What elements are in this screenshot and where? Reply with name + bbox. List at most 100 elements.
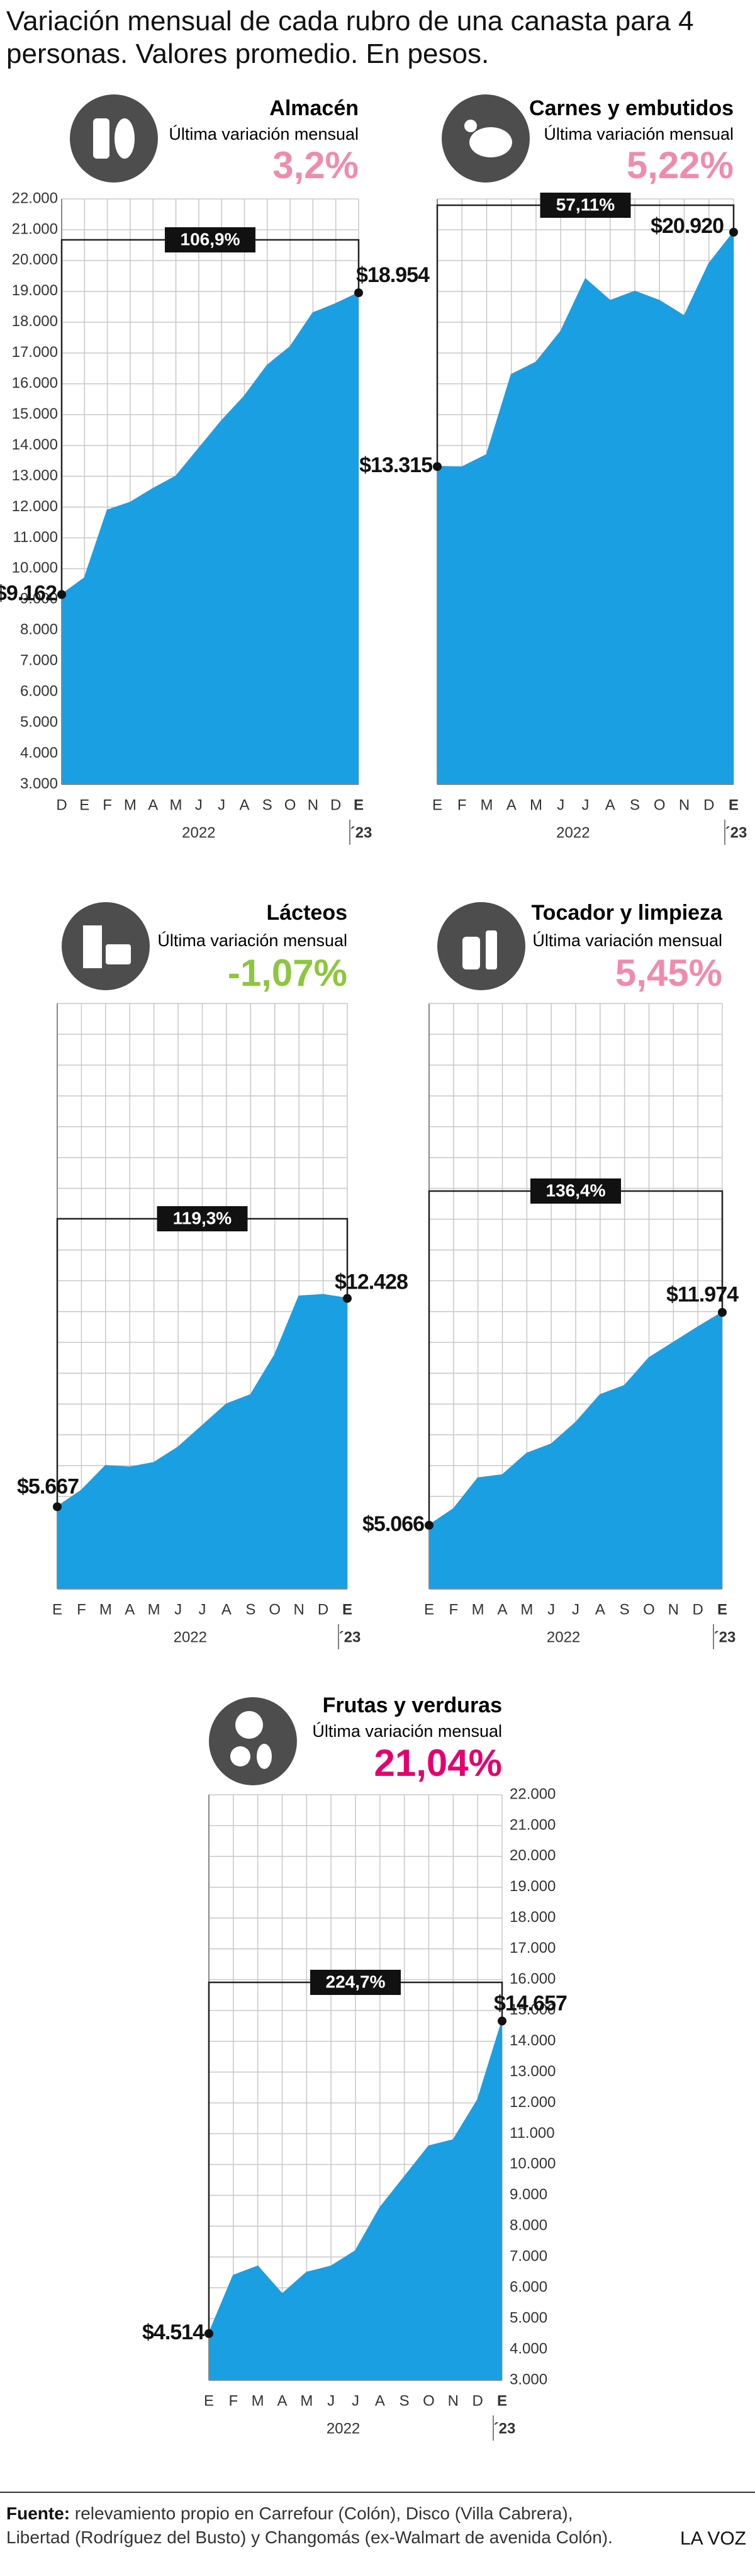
year-label: ´23	[494, 2420, 516, 2437]
x-tick-label: N	[668, 1601, 679, 1618]
year-label: 2022	[327, 2420, 360, 2437]
x-tick-label: J	[547, 1601, 555, 1618]
x-tick-label: J	[352, 2392, 359, 2409]
icon-glyph	[235, 1711, 263, 1739]
point	[354, 288, 363, 298]
icon-almacen	[70, 94, 158, 183]
chart-panel: Frutas y verduras Última variación mensua…	[142, 1693, 568, 2441]
y-tick-label: 15.000	[12, 405, 58, 422]
point	[343, 1294, 352, 1303]
x-tick-label: O	[284, 796, 296, 813]
x-tick-label: J	[572, 1601, 579, 1618]
x-tick-label: N	[293, 1601, 304, 1618]
highlight: 5,45%	[615, 952, 722, 994]
x-tick-label: N	[448, 2392, 459, 2409]
value-label: $14.657	[494, 1991, 567, 2015]
annotation: 57,11%	[556, 195, 615, 214]
icon-glyph	[486, 930, 497, 969]
x-tick-label: E	[204, 2392, 214, 2409]
x-tick-label: F	[457, 796, 467, 813]
panel-title: Frutas y verduras	[323, 1693, 502, 1717]
x-tick-label: D	[330, 796, 341, 813]
source: Fuente: relevamiento propio en Carrefour…	[6, 2502, 635, 2550]
x-tick-label: J	[218, 796, 225, 813]
icon-glyph	[230, 1746, 250, 1766]
x-tick-label: A	[277, 2392, 287, 2409]
x-tick-label: J	[174, 1601, 182, 1618]
y-tick-label: 17.000	[510, 1940, 556, 1957]
y-tick-label: 5.000	[510, 2309, 547, 2326]
value-label: $9.162	[0, 581, 57, 605]
area-line	[208, 2021, 503, 2334]
area-fill	[209, 2021, 502, 2380]
value-label: $11.974	[666, 1283, 739, 1307]
y-tick-label: 13.000	[12, 467, 58, 484]
value-label: $5.066	[362, 1512, 424, 1536]
icon-glyph	[469, 127, 512, 157]
y-tick-label: 7.000	[20, 652, 58, 669]
y-tick-label: 4.000	[510, 2340, 547, 2357]
x-tick-label: M	[124, 796, 137, 813]
x-tick-label: F	[228, 2392, 238, 2409]
y-tick-label: 19.000	[12, 282, 58, 299]
x-tick-label: J	[327, 2392, 335, 2409]
y-tick-label: 10.000	[12, 560, 58, 577]
x-tick-label: M	[170, 796, 182, 813]
y-tick-label: 5.000	[20, 713, 58, 730]
x-tick-label: S	[400, 2392, 410, 2409]
point	[425, 1520, 433, 1530]
year-label: ´23	[714, 1629, 736, 1646]
highlight: 21,04%	[374, 1742, 503, 1784]
y-tick-label: 11.000	[510, 2125, 555, 2142]
value-label: $4.514	[142, 2320, 204, 2344]
area-line	[428, 1311, 723, 1526]
x-tick-label: D	[703, 796, 714, 813]
y-tick-label: 20.000	[510, 1847, 556, 1864]
annotation: 119,3%	[173, 1208, 232, 1228]
x-tick-label: E	[729, 796, 739, 813]
value-label: $5.667	[17, 1474, 79, 1498]
x-tick-label: D	[318, 1601, 328, 1618]
year-label: 2022	[174, 1629, 207, 1646]
x-tick-label: S	[620, 1601, 630, 1618]
x-tick-label: D	[692, 1601, 703, 1618]
annotation: 224,7%	[326, 1972, 386, 1991]
y-tick-label: 11.000	[13, 529, 58, 546]
x-tick-label: J	[199, 1601, 206, 1618]
x-tick-label: J	[582, 796, 590, 813]
y-tick-label: 13.000	[510, 2063, 556, 2080]
panel-subtitle: Última variación mensual	[157, 930, 347, 950]
point	[498, 2016, 506, 2026]
x-tick-label: N	[308, 796, 318, 813]
icon-glyph	[462, 937, 480, 969]
y-tick-label: 19.000	[510, 1878, 556, 1895]
y-tick-label: 18.000	[12, 313, 58, 330]
panel-title: Almacén	[269, 96, 359, 120]
x-tick-label: S	[262, 796, 272, 813]
highlight: 3,2%	[272, 144, 359, 186]
x-tick-label: E	[432, 796, 442, 813]
y-tick-label: 16.000	[12, 375, 58, 392]
area-fill	[62, 293, 359, 784]
point	[718, 1308, 727, 1317]
y-tick-label: 14.000	[510, 2032, 556, 2049]
source-label: Fuente:	[6, 2504, 70, 2523]
source-text: relevamiento propio en Carrefour (Colón)…	[6, 2504, 613, 2547]
y-tick-label: 18.000	[510, 1909, 556, 1926]
y-tick-label: 10.000	[510, 2155, 556, 2172]
panel-subtitle: Última variación mensual	[169, 124, 359, 144]
x-tick-label: M	[530, 796, 542, 813]
area-fill	[437, 232, 734, 784]
x-tick-label: M	[300, 2392, 313, 2409]
year-label: ´23	[725, 824, 747, 841]
x-tick-label: M	[472, 1601, 484, 1618]
icon-glyph	[115, 118, 135, 159]
icons	[62, 94, 530, 1785]
y-tick-label: 9.000	[20, 590, 58, 607]
year-label: 2022	[556, 824, 590, 841]
annotation-box	[165, 227, 255, 252]
year-label: ´23	[350, 824, 372, 841]
icon-glyph	[257, 1744, 272, 1769]
x-tick-label: E	[52, 1601, 62, 1618]
